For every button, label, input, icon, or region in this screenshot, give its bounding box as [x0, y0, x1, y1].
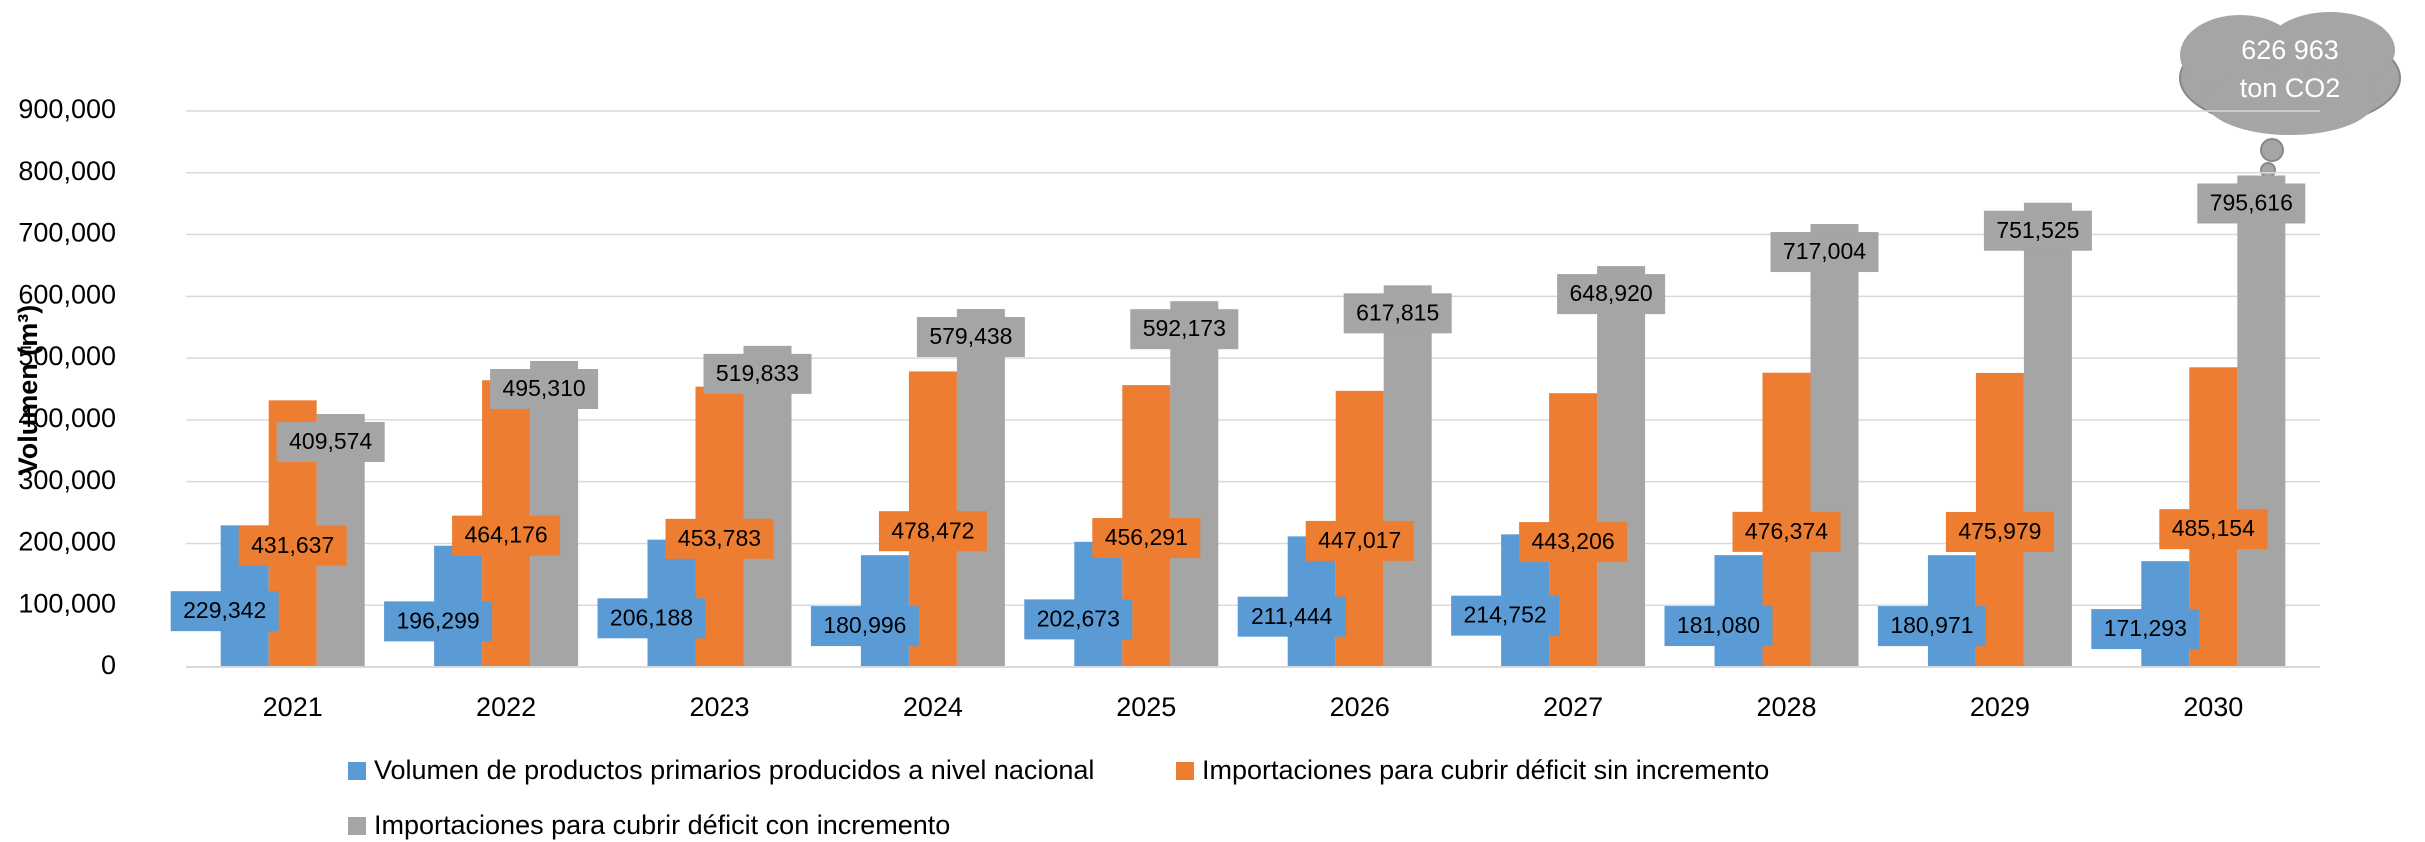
x-tick-label: 2021: [263, 692, 323, 722]
y-tick-label: 900,000: [18, 94, 116, 124]
annotation-cloud: 626 963 ton CO2: [2180, 12, 2400, 187]
value-label: 453,783: [678, 525, 761, 551]
value-label: 196,299: [397, 607, 480, 633]
x-tick-label: 2030: [2183, 692, 2243, 722]
legend-swatch: [348, 817, 366, 835]
y-tick-label: 500,000: [18, 341, 116, 371]
value-label: 206,188: [610, 604, 693, 630]
value-label: 443,206: [1532, 528, 1615, 554]
x-tick-label: 2025: [1116, 692, 1176, 722]
value-label: 476,374: [1745, 518, 1828, 544]
bar: [744, 346, 792, 667]
x-tick-label: 2028: [1756, 692, 1816, 722]
y-tick-label: 700,000: [18, 218, 116, 248]
value-label: 409,574: [289, 428, 372, 454]
bar: [1597, 266, 1645, 667]
bar: [2024, 203, 2072, 667]
value-label: 211,444: [1251, 603, 1333, 629]
value-label: 431,637: [251, 532, 334, 558]
x-tick-label: 2023: [689, 692, 749, 722]
value-label: 181,080: [1677, 612, 1760, 638]
legend-label: Importaciones para cubrir déficit con in…: [374, 810, 950, 840]
value-label: 447,017: [1318, 527, 1401, 553]
bar: [957, 309, 1005, 667]
value-label: 751,525: [1996, 217, 2079, 243]
value-label: 171,293: [2104, 615, 2187, 641]
x-tick-label: 2026: [1330, 692, 1390, 722]
chart: Volumen (m³) 626 963 ton CO2 0 100,000 200…: [0, 0, 2425, 842]
value-label: 478,472: [891, 517, 974, 543]
value-label: 592,173: [1143, 315, 1226, 341]
bar: [1170, 301, 1218, 667]
bar: [1811, 224, 1859, 667]
x-tick-label: 2024: [903, 692, 963, 722]
annotation-line: 626 963: [2241, 35, 2339, 65]
value-label: 180,971: [1890, 612, 1973, 638]
value-label: 617,815: [1356, 299, 1439, 325]
value-label: 464,176: [465, 522, 548, 548]
legend-swatch: [1176, 762, 1194, 780]
bar: [1384, 285, 1432, 667]
value-label: 485,154: [2172, 515, 2255, 541]
y-tick-label: 300,000: [18, 465, 116, 495]
value-label: 495,310: [503, 375, 586, 401]
y-tick-label: 100,000: [18, 588, 116, 618]
value-label: 579,438: [929, 323, 1012, 349]
y-tick-label: 600,000: [18, 279, 116, 309]
value-label: 214,752: [1464, 602, 1547, 628]
legend-label: Volumen de productos primarios producido…: [374, 755, 1094, 785]
value-label: 456,291: [1105, 524, 1188, 550]
value-label: 202,673: [1037, 605, 1120, 631]
value-label: 229,342: [183, 597, 266, 623]
x-tick-label: 2022: [476, 692, 536, 722]
x-tick-label: 2029: [1970, 692, 2030, 722]
y-tick-label: 800,000: [18, 156, 116, 186]
bar: [2237, 175, 2285, 667]
value-label: 717,004: [1783, 238, 1866, 264]
value-label: 648,920: [1570, 280, 1653, 306]
value-label: 795,616: [2210, 190, 2293, 216]
legend-label: Importaciones para cubrir déficit sin in…: [1202, 755, 1769, 785]
y-axis-title: Volumen (m³): [13, 305, 43, 476]
value-label: 475,979: [1958, 518, 2041, 544]
value-label: 180,996: [823, 612, 906, 638]
y-tick-label: 200,000: [18, 527, 116, 557]
annotation-line: ton CO2: [2240, 73, 2341, 103]
legend-swatch: [348, 762, 366, 780]
value-label: 519,833: [716, 360, 799, 386]
x-tick-label: 2027: [1543, 692, 1603, 722]
y-tick-label: 400,000: [18, 403, 116, 433]
y-tick-label: 0: [101, 650, 116, 680]
